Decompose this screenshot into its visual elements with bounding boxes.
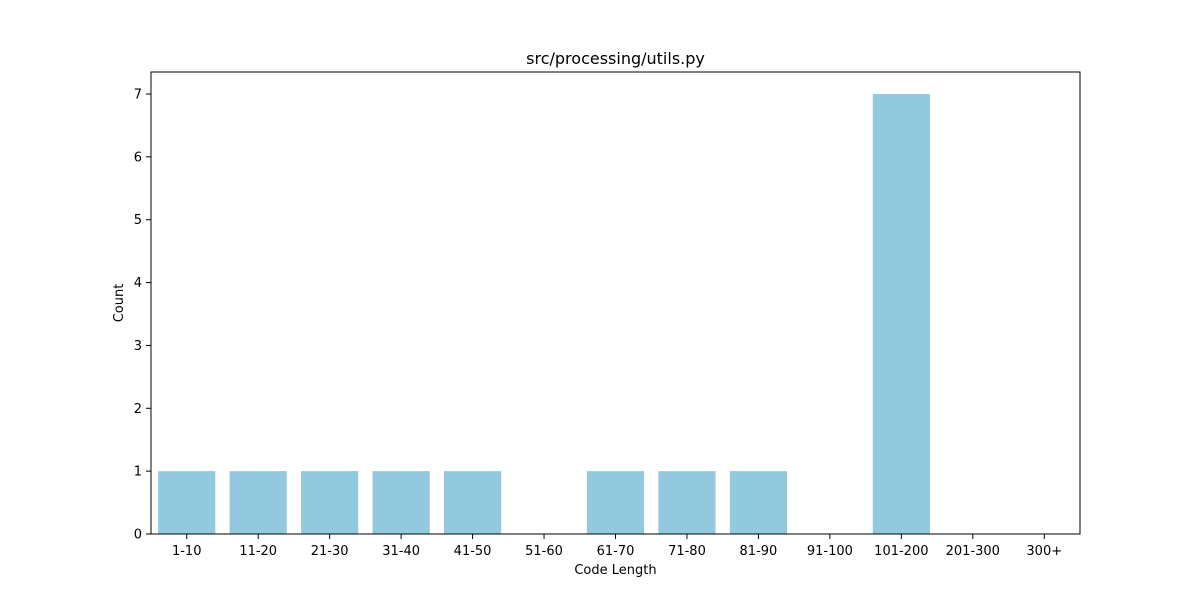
y-tick-label: 4 xyxy=(134,276,142,291)
bar-31-40 xyxy=(372,471,430,534)
x-tick-label: 51-60 xyxy=(525,544,563,559)
y-axis-ticks: 0 1 2 3 4 5 6 7 xyxy=(134,88,151,543)
x-tick-label: 91-100 xyxy=(807,544,853,559)
x-tick-label: 31-40 xyxy=(382,544,420,559)
y-tick-label: 7 xyxy=(134,88,142,103)
x-axis-label: Code Length xyxy=(574,563,656,578)
x-tick-label: 81-90 xyxy=(740,544,778,559)
y-axis-label: Count xyxy=(112,284,127,323)
y-tick-label: 3 xyxy=(134,339,142,354)
y-tick-label: 0 xyxy=(134,528,142,543)
x-tick-label: 61-70 xyxy=(597,544,635,559)
x-tick-label: 11-20 xyxy=(239,544,277,559)
y-tick-label: 2 xyxy=(134,402,142,417)
x-tick-label: 101-200 xyxy=(874,544,928,559)
bar-61-70 xyxy=(586,471,645,534)
bar-21-30 xyxy=(301,471,359,534)
x-tick-label: 71-80 xyxy=(668,544,706,559)
bar-11-20 xyxy=(229,471,287,534)
chart-title: src/processing/utils.py xyxy=(526,49,705,68)
x-tick-label: 1-10 xyxy=(172,544,202,559)
y-tick-label: 6 xyxy=(134,150,142,165)
bar-41-50 xyxy=(443,471,502,534)
x-tick-label: 21-30 xyxy=(311,544,349,559)
x-tick-label: 41-50 xyxy=(454,544,492,559)
y-tick-label: 5 xyxy=(134,213,142,228)
plot-frame xyxy=(150,71,1081,535)
x-axis-ticks: 1-10 11-20 21-30 31-40 41-50 51-60 61-70 71-80 8… xyxy=(172,534,1062,559)
x-tick-label: 201-300 xyxy=(946,544,1000,559)
bar-81-90 xyxy=(729,471,788,534)
bars-group xyxy=(158,94,930,534)
x-tick-label: 300+ xyxy=(1026,544,1062,559)
y-tick-label: 1 xyxy=(134,465,142,480)
bar-101-200 xyxy=(872,94,930,534)
bar-1-10 xyxy=(158,471,216,534)
bar-71-80 xyxy=(658,471,716,534)
